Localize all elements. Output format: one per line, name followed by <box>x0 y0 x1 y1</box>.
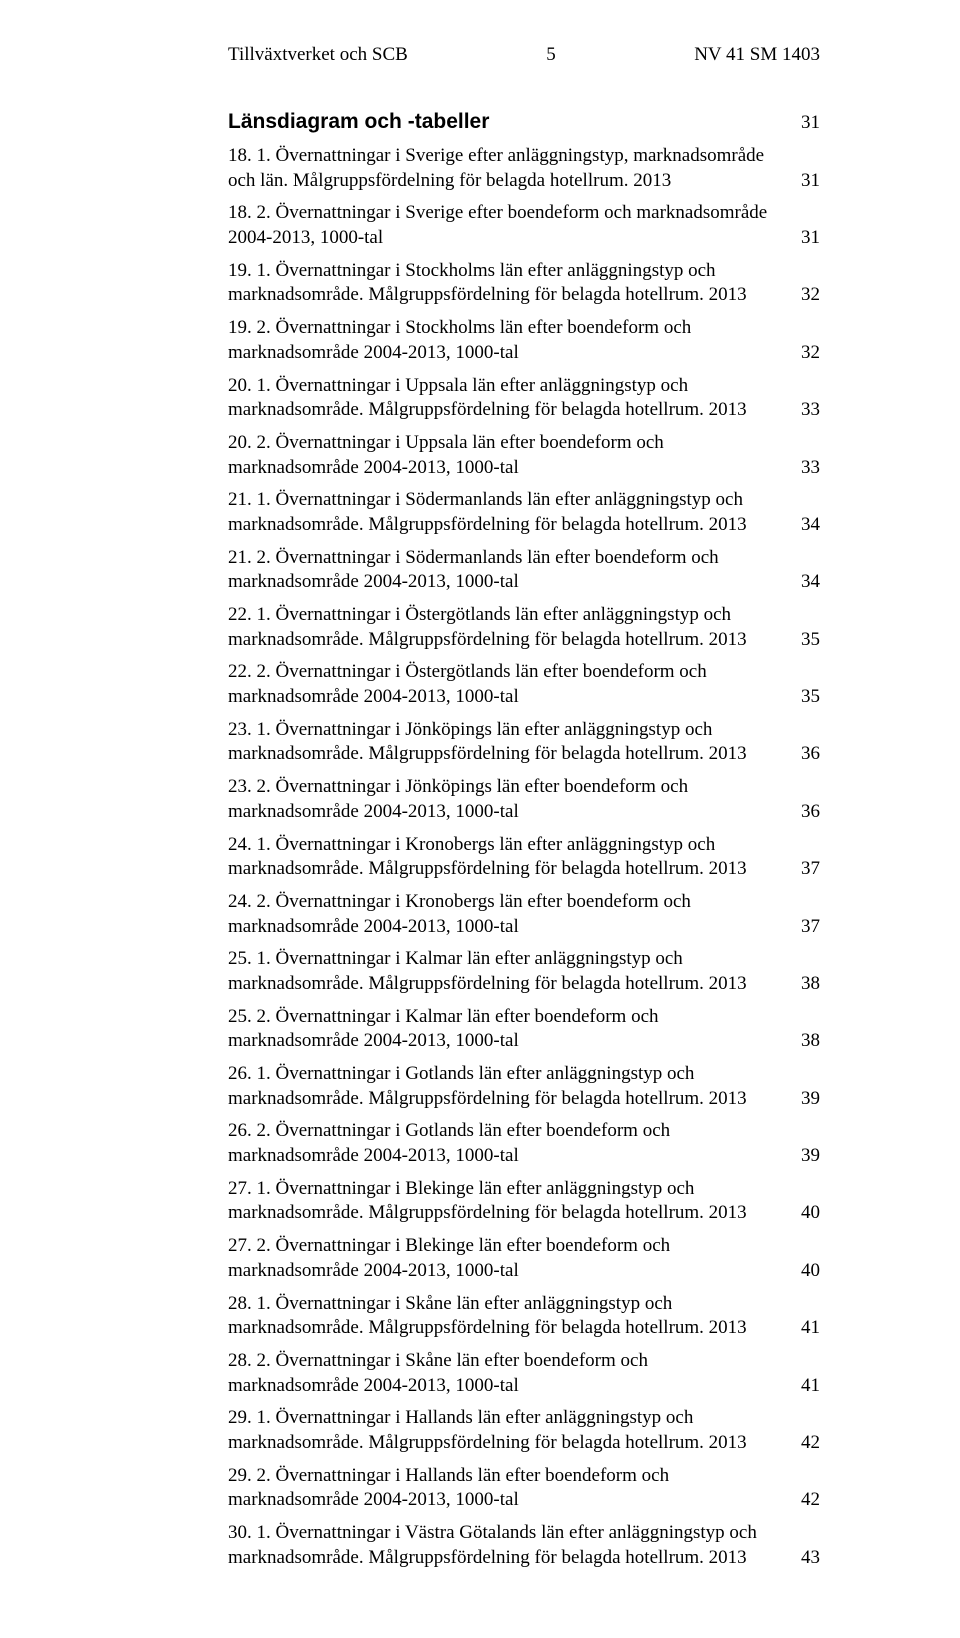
toc-text: 30. 1. Övernattningar i Västra Götalands… <box>228 1521 793 1570</box>
toc-page: 36 <box>793 742 820 767</box>
header-left: Tillväxtverket och SCB <box>228 44 408 66</box>
toc-entry: 27. 2. Övernattningar i Blekinge län eft… <box>228 1234 820 1283</box>
toc-page: 33 <box>793 456 820 481</box>
toc-text: 25. 2. Övernattningar i Kalmar län efter… <box>228 1005 793 1054</box>
toc-entry: 30. 1. Övernattningar i Västra Götalands… <box>228 1521 820 1570</box>
toc-text: 21. 2. Övernattningar i Södermanlands lä… <box>228 546 793 595</box>
toc-text: 25. 1. Övernattningar i Kalmar län efter… <box>228 947 793 996</box>
toc-text: 19. 1. Övernattningar i Stockholms län e… <box>228 259 793 308</box>
toc-entry: 27. 1. Övernattningar i Blekinge län eft… <box>228 1177 820 1226</box>
toc-entry: 24. 2. Övernattningar i Kronobergs län e… <box>228 890 820 939</box>
header-right: NV 41 SM 1403 <box>694 44 820 66</box>
toc-page: 35 <box>793 685 820 710</box>
section-title: Länsdiagram och -tabeller <box>228 110 489 134</box>
section-title-page: 31 <box>801 112 820 134</box>
header-page-number: 5 <box>539 44 563 66</box>
toc-page: 31 <box>793 169 820 194</box>
toc-page: 41 <box>793 1316 820 1341</box>
page-header: Tillväxtverket och SCB 5 NV 41 SM 1403 <box>228 44 820 66</box>
toc-text: 22. 2. Övernattningar i Östergötlands lä… <box>228 660 793 709</box>
toc-entry: 23. 2. Övernattningar i Jönköpings län e… <box>228 775 820 824</box>
toc-entry: 18. 1. Övernattningar i Sverige efter an… <box>228 144 820 193</box>
toc-text: 18. 1. Övernattningar i Sverige efter an… <box>228 144 793 193</box>
toc-entry: 20. 2. Övernattningar i Uppsala län efte… <box>228 431 820 480</box>
toc-text: 28. 2. Övernattningar i Skåne län efter … <box>228 1349 793 1398</box>
toc-page: 42 <box>793 1488 820 1513</box>
toc-entry: 21. 1. Övernattningar i Södermanlands lä… <box>228 488 820 537</box>
toc-page: 38 <box>793 972 820 997</box>
toc-text: 23. 1. Övernattningar i Jönköpings län e… <box>228 718 793 767</box>
toc-page: 40 <box>793 1201 820 1226</box>
toc-text: 19. 2. Övernattningar i Stockholms län e… <box>228 316 793 365</box>
toc-page: 42 <box>793 1431 820 1456</box>
toc-page: 34 <box>793 570 820 595</box>
toc-entry: 29. 1. Övernattningar i Hallands län eft… <box>228 1406 820 1455</box>
toc-page: 38 <box>793 1029 820 1054</box>
toc-text: 23. 2. Övernattningar i Jönköpings län e… <box>228 775 793 824</box>
toc-text: 26. 2. Övernattningar i Gotlands län eft… <box>228 1119 793 1168</box>
toc-page: 39 <box>793 1144 820 1169</box>
toc-page: 32 <box>793 283 820 308</box>
toc-text: 24. 2. Övernattningar i Kronobergs län e… <box>228 890 793 939</box>
toc-page: 36 <box>793 800 820 825</box>
toc-entry: 24. 1. Övernattningar i Kronobergs län e… <box>228 833 820 882</box>
toc-page: 43 <box>793 1546 820 1571</box>
toc-text: 28. 1. Övernattningar i Skåne län efter … <box>228 1292 793 1341</box>
toc-page: 37 <box>793 857 820 882</box>
toc-text: 26. 1. Övernattningar i Gotlands län eft… <box>228 1062 793 1111</box>
page: Tillväxtverket och SCB 5 NV 41 SM 1403 L… <box>0 0 960 1638</box>
toc-page: 32 <box>793 341 820 366</box>
toc-entry: 22. 1. Övernattningar i Östergötlands lä… <box>228 603 820 652</box>
toc-page: 39 <box>793 1087 820 1112</box>
toc-entry: 20. 1. Övernattningar i Uppsala län efte… <box>228 374 820 423</box>
toc-entry: 25. 1. Övernattningar i Kalmar län efter… <box>228 947 820 996</box>
toc-entry: 26. 1. Övernattningar i Gotlands län eft… <box>228 1062 820 1111</box>
toc-text: 29. 2. Övernattningar i Hallands län eft… <box>228 1464 793 1513</box>
toc-text: 20. 1. Övernattningar i Uppsala län efte… <box>228 374 793 423</box>
toc-entry: 28. 1. Övernattningar i Skåne län efter … <box>228 1292 820 1341</box>
toc-entry: 29. 2. Övernattningar i Hallands län eft… <box>228 1464 820 1513</box>
toc-page: 41 <box>793 1374 820 1399</box>
toc-text: 27. 1. Övernattningar i Blekinge län eft… <box>228 1177 793 1226</box>
toc-entry: 19. 1. Övernattningar i Stockholms län e… <box>228 259 820 308</box>
toc-entry: 18. 2. Övernattningar i Sverige efter bo… <box>228 201 820 250</box>
toc-entry: 22. 2. Övernattningar i Östergötlands lä… <box>228 660 820 709</box>
toc-entry: 25. 2. Övernattningar i Kalmar län efter… <box>228 1005 820 1054</box>
toc-text: 20. 2. Övernattningar i Uppsala län efte… <box>228 431 793 480</box>
toc-entry: 23. 1. Övernattningar i Jönköpings län e… <box>228 718 820 767</box>
toc-page: 34 <box>793 513 820 538</box>
toc-entry: 28. 2. Övernattningar i Skåne län efter … <box>228 1349 820 1398</box>
toc-page: 37 <box>793 915 820 940</box>
toc-text: 24. 1. Övernattningar i Kronobergs län e… <box>228 833 793 882</box>
section-title-row: Länsdiagram och -tabeller 31 <box>228 110 820 134</box>
toc-page: 40 <box>793 1259 820 1284</box>
toc-text: 29. 1. Övernattningar i Hallands län eft… <box>228 1406 793 1455</box>
toc-page: 35 <box>793 628 820 653</box>
toc-text: 21. 1. Övernattningar i Södermanlands lä… <box>228 488 793 537</box>
toc-text: 27. 2. Övernattningar i Blekinge län eft… <box>228 1234 793 1283</box>
toc-entry: 19. 2. Övernattningar i Stockholms län e… <box>228 316 820 365</box>
toc-text: 18. 2. Övernattningar i Sverige efter bo… <box>228 201 793 250</box>
toc-page: 31 <box>793 226 820 251</box>
toc-text: 22. 1. Övernattningar i Östergötlands lä… <box>228 603 793 652</box>
toc-entry: 26. 2. Övernattningar i Gotlands län eft… <box>228 1119 820 1168</box>
toc-entry: 21. 2. Övernattningar i Södermanlands lä… <box>228 546 820 595</box>
toc-page: 33 <box>793 398 820 423</box>
